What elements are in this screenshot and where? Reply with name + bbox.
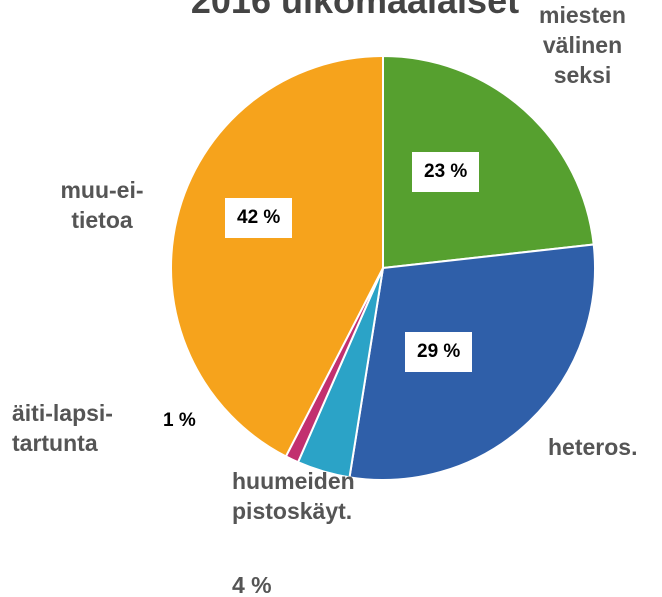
value-label: 29 %: [405, 332, 473, 372]
value-label: 23 %: [412, 152, 480, 192]
pie-slice: [382, 54, 595, 270]
value-label: 42 %: [225, 198, 293, 238]
slice-label: äiti-lapsi-tartunta: [12, 400, 113, 456]
chart-title: 2016 ulkomaalaiset: [190, 0, 520, 21]
slice-label: muu-ei-tietoa: [60, 177, 144, 233]
slice-label: huumeiden pistoskäyt.: [232, 468, 355, 524]
value-label: 4 %: [232, 572, 272, 597]
slice-label: miesten välinen seksi: [539, 2, 626, 88]
slice-label: heteros.: [548, 434, 638, 460]
value-label: 1 %: [163, 410, 196, 431]
pie-slice: [170, 54, 384, 458]
